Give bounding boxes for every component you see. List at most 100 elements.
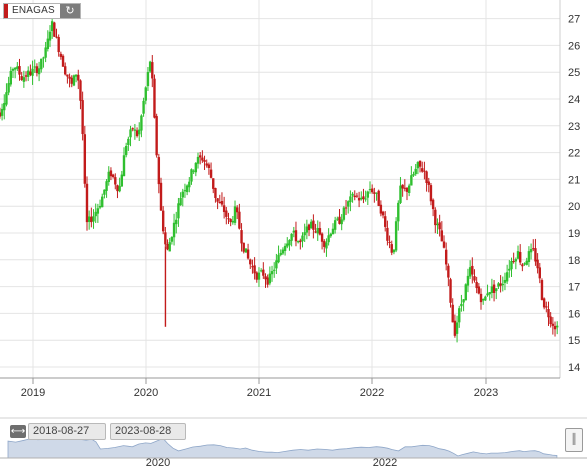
candle-down: [553, 321, 557, 337]
candle-down: [166, 239, 169, 251]
candle-body: [244, 248, 248, 253]
candle-body: [488, 292, 491, 295]
candle-up: [122, 147, 126, 177]
candle-body: [55, 36, 58, 38]
candle-body: [447, 265, 450, 278]
candle-down: [294, 221, 298, 247]
candle-up: [277, 245, 280, 264]
candle-body: [362, 196, 365, 200]
to-date-input[interactable]: 2023-08-28: [110, 423, 186, 440]
navigator-scroll-handle[interactable]: ║: [565, 428, 583, 452]
candle-down: [242, 242, 245, 254]
candle-body: [414, 168, 417, 175]
candle-body: [340, 219, 343, 225]
candle-up: [464, 283, 467, 301]
candle-body: [168, 242, 171, 252]
candle-body: [455, 322, 459, 334]
candle-up: [103, 189, 106, 199]
candle-body: [333, 220, 337, 230]
candle-body: [20, 76, 23, 81]
candle-body: [118, 186, 121, 192]
candle-body: [288, 240, 291, 246]
candle-body: [146, 71, 150, 87]
candle-body: [514, 259, 518, 262]
candle-body: [116, 185, 119, 192]
candle-down: [388, 235, 391, 249]
candle-up: [394, 217, 398, 253]
candle-up: [416, 161, 420, 175]
candle-up: [414, 163, 417, 176]
candle-up: [508, 260, 511, 278]
candle-body: [368, 189, 372, 191]
candle-down: [421, 161, 424, 173]
candle-body: [255, 272, 258, 280]
candles: [0, 19, 559, 343]
refresh-icon[interactable]: ↻: [60, 4, 80, 18]
candle-down: [66, 74, 69, 84]
candle-up: [510, 257, 513, 277]
candle-body: [553, 325, 557, 330]
candle-body: [492, 284, 496, 293]
candle-body: [510, 261, 513, 270]
candle-body: [172, 222, 176, 238]
candle-body: [120, 174, 124, 187]
candle-body: [556, 325, 559, 328]
candle-up: [3, 94, 6, 120]
candle-up: [183, 183, 187, 198]
candle-body: [53, 22, 56, 37]
candle-body: [142, 100, 145, 114]
candle-up: [310, 219, 313, 229]
candle-body: [444, 249, 448, 265]
candle-body: [229, 219, 232, 223]
candle-body: [490, 286, 494, 293]
y-tick-label: 19: [568, 228, 580, 240]
candle-down: [218, 194, 221, 204]
candle-up: [497, 282, 500, 289]
candle-body: [427, 181, 430, 185]
candle-body: [316, 227, 319, 234]
y-tick-label: 22: [568, 148, 580, 160]
candle-down: [425, 170, 428, 192]
candle-body: [349, 196, 352, 203]
candle-body: [9, 70, 12, 85]
candle-body: [242, 242, 245, 252]
candle-down: [475, 276, 478, 294]
candle-up: [305, 219, 309, 240]
candle-body: [466, 275, 470, 286]
candle-down: [492, 280, 496, 302]
candle-down: [323, 239, 326, 253]
candle-body: [381, 211, 385, 216]
candle-body: [259, 270, 263, 272]
candle-up: [9, 66, 12, 87]
candle-up: [407, 183, 411, 197]
candle-up: [13, 67, 17, 79]
ticker-selector[interactable]: ENAGAS ↻: [3, 3, 81, 19]
candle-up: [286, 237, 289, 249]
candle-body: [471, 265, 474, 275]
from-date-input[interactable]: 2018-08-27: [28, 423, 106, 440]
candle-body: [122, 155, 126, 177]
candle-body: [124, 146, 128, 156]
candle-up: [72, 74, 76, 87]
candle-body: [207, 164, 211, 169]
candle-body: [190, 169, 193, 182]
candle-body: [386, 227, 389, 241]
candle-up: [399, 177, 402, 205]
candle-up: [233, 200, 237, 226]
candle-body: [525, 260, 528, 265]
x-tick-label: 2020: [134, 387, 158, 399]
candle-body: [388, 241, 391, 244]
candle-up: [5, 83, 8, 107]
candle-body: [481, 298, 485, 301]
candle-body: [5, 92, 8, 105]
candle-up: [50, 19, 54, 39]
candle-up: [505, 264, 509, 284]
candle-up: [33, 59, 36, 73]
candle-down: [29, 64, 32, 77]
range-arrows-icon[interactable]: ⟷: [10, 425, 26, 438]
candle-up: [11, 67, 15, 79]
candle-up: [364, 190, 367, 202]
candle-up: [333, 216, 337, 234]
candle-body: [299, 240, 302, 243]
